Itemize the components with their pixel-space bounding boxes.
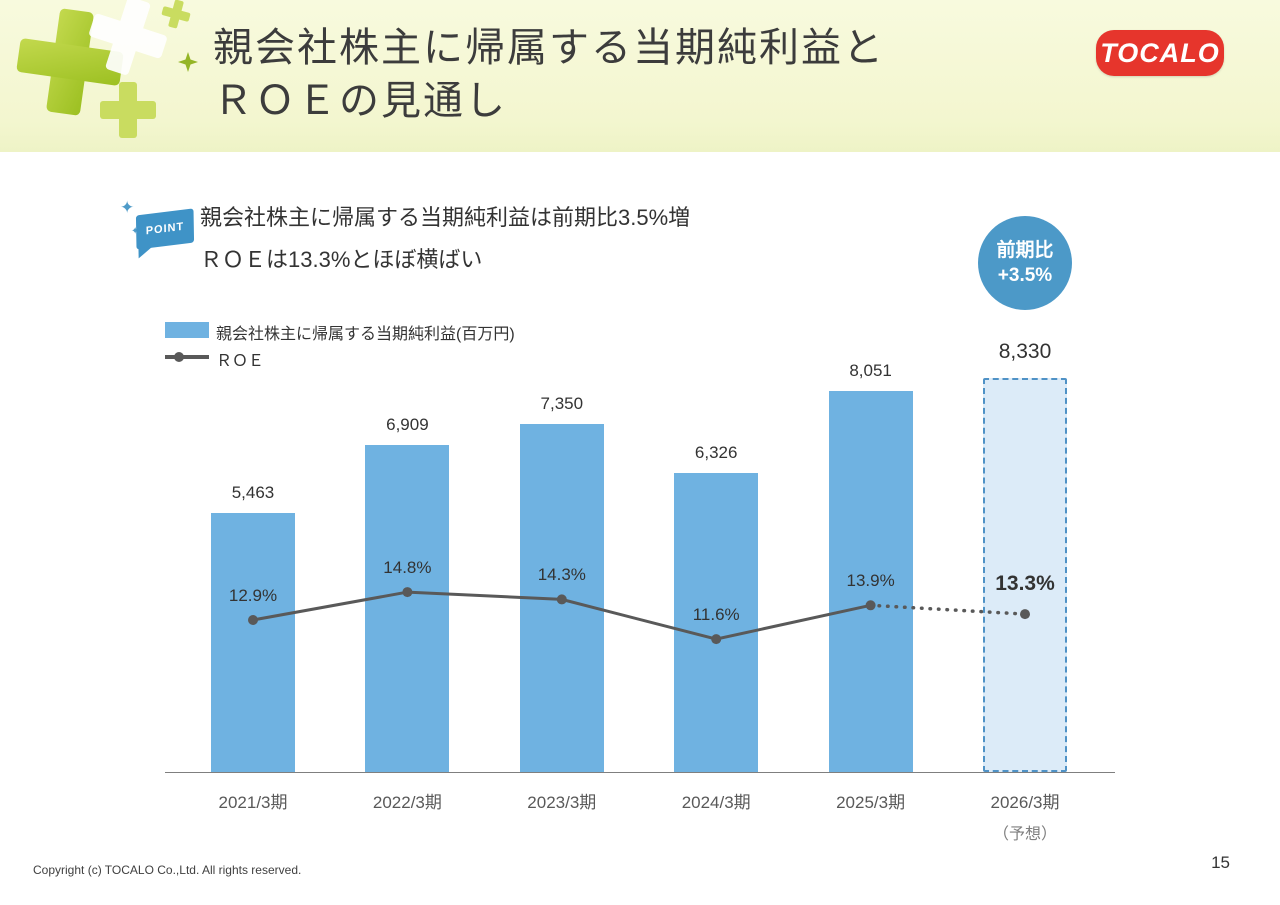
header-banner: 親会社株主に帰属する当期純利益と ＲＯＥの見通し TOCALO [0,0,1280,152]
bar [674,472,759,772]
x-axis-label: 2022/3期 [372,793,442,812]
point-badge-label: POINT [145,220,185,238]
point-text-line1: 親会社株主に帰属する当期純利益は前期比3.5%増 [200,205,691,230]
bar-value-label: 8,330 [998,339,1052,363]
forecast-bar [983,377,1067,772]
bar-value-label: 6,326 [694,442,738,462]
x-axis-label: 2024/3期 [681,793,751,812]
bar-value-label: 5,463 [231,483,275,503]
page-title: 親会社株主に帰属する当期純利益と ＲＯＥの見通し [213,22,885,128]
tocalo-logo-text: TOCALO [1100,37,1220,68]
roe-line [248,587,1030,645]
decorative-plus-shapes-icon [16,0,198,138]
legend-bar-label: 親会社株主に帰属する当期純利益(百万円) [216,326,515,343]
roe-point-label: 13.3% [995,572,1055,596]
roe-point-label: 11.6% [692,605,740,625]
chart-area: 5,463 2021/3期 12.9% 6,909 2022/3期 14.8% 7,350 2… [160,330,1120,860]
page-title-line2: ＲＯＥの見通し [213,79,507,123]
point-text-line2: ＲＯＥは13.3%とほぼ横ばい [200,247,483,272]
bar [365,445,450,772]
bar [828,391,913,772]
x-axis-label: 2023/3期 [527,793,597,812]
roe-point-label: 14.8% [383,558,432,578]
x-axis-label: 2026/3期 [990,793,1060,812]
roe-point-label: 14.3% [537,565,586,585]
bar [211,513,295,772]
legend-bar-swatch [165,322,209,338]
yoy-highlight-line1: 前期比 [996,240,1054,261]
sparkle-icon: ✦ [131,226,140,237]
copyright-text: Copyright (c) TOCALO Co.,Ltd. All rights… [33,863,302,877]
legend-line-label: ＲＯＥ [216,353,265,370]
sparkle-icon: ✦ [120,198,135,217]
x-axis-line [165,772,1115,773]
bar-value-label: 6,909 [386,415,429,435]
yoy-highlight-badge: 前期比 +3.5% [978,216,1072,310]
tocalo-logo: TOCALO [1096,30,1224,76]
legend-line-sample-icon [165,352,209,362]
roe-point-label: 13.9% [846,571,895,591]
page-title-line1: 親会社株主に帰属する当期純利益と [213,26,885,70]
page-number: 15 [1211,853,1230,872]
roe-point-label: 12.9% [228,586,278,605]
yoy-highlight-line2: +3.5% [997,265,1053,286]
x-axis-forecast-note: （予想） [992,826,1057,843]
x-axis-label: 2021/3期 [218,793,288,812]
bar-value-label: 8,051 [849,361,892,380]
point-badge: POINT [135,208,195,250]
bar-value-label: 7,350 [540,394,584,414]
x-axis-label: 2025/3期 [836,793,906,812]
